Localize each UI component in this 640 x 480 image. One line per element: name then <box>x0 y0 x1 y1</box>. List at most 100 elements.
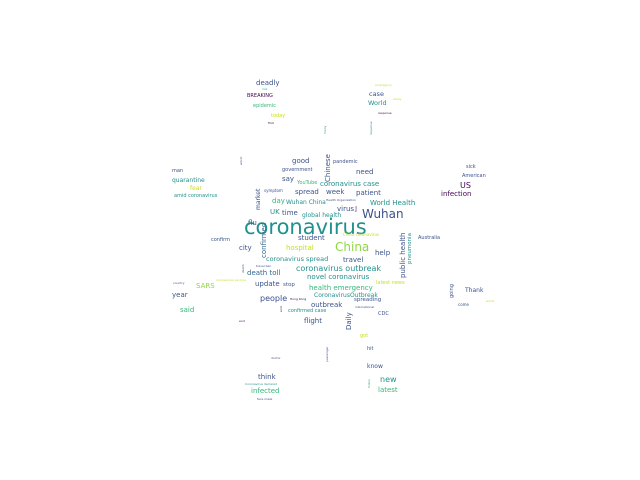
word-update: update <box>255 280 280 288</box>
word-doctor: doctor <box>271 356 281 360</box>
word-amid-coronavirus: amid coronavirus <box>174 193 218 199</box>
word-risk: risk <box>262 87 268 91</box>
word-health-organization: Health Organization <box>326 198 356 202</box>
word-man: man <box>172 168 184 174</box>
word-infection: infection <box>441 190 472 198</box>
word-time: time <box>282 209 298 217</box>
word-many: many <box>323 125 327 134</box>
word-got: got <box>360 333 369 339</box>
word-say: say <box>282 175 295 183</box>
word-end-v: end <box>279 306 283 312</box>
word-flight: flight <box>304 317 322 325</box>
word-travel-ban: travel ban <box>256 264 272 268</box>
word-world: World <box>368 99 387 107</box>
word-latest: latest <box>378 386 398 394</box>
word-youtube: YouTube <box>297 180 318 186</box>
word-need: need <box>356 168 374 176</box>
word-travel: travel <box>343 256 364 264</box>
word-good: good <box>292 157 310 165</box>
word-many-h: many <box>393 97 402 101</box>
word-going-v: going <box>449 284 455 298</box>
word-deadly: deadly <box>256 79 280 87</box>
word-coronavirus: coronavirus <box>244 215 367 239</box>
word-hospital: hospital <box>286 244 314 252</box>
word-said: said <box>180 306 195 314</box>
word-coronavirus-spread: coronavirus spread <box>266 255 329 263</box>
word-hong-kong: Hong Kong <box>290 297 307 301</box>
word-thank: Thank <box>465 287 484 294</box>
word-market: market <box>255 188 262 210</box>
word-world-health: World Health <box>370 199 416 207</box>
word-week: week <box>326 188 345 196</box>
word-government: government <box>282 167 313 173</box>
word-china: China <box>335 240 370 254</box>
word-daily: Daily <box>345 312 353 330</box>
word-city: city <box>239 244 252 252</box>
word-stop: stop <box>283 282 295 288</box>
word-death-v: death <box>241 264 245 273</box>
word-coronavirus-outbreak: coronavirus outbreak <box>296 264 382 273</box>
word-follow-v: follow <box>367 379 371 388</box>
word-international: international <box>355 305 375 309</box>
word-think: think <box>258 373 276 381</box>
word-wuhan: Wuhan <box>362 207 404 221</box>
word-day: day <box>272 197 285 205</box>
word-novel-coronavirus: novel coronavirus <box>307 273 370 281</box>
word-confirm: confirm <box>211 237 230 243</box>
word-worst: worst <box>239 156 243 165</box>
word-flu: flu <box>248 219 257 227</box>
word-american: American <box>462 173 486 179</box>
word-latest-news: latest news <box>376 280 405 286</box>
word-cdc: CDC <box>378 311 389 317</box>
word-spreading: spreading <box>354 297 382 303</box>
word-coronavirus-declared: Coronavirus declared <box>245 382 277 386</box>
word-confirmed-case: confirmed case <box>288 308 327 314</box>
word-global-health: global health <box>302 212 342 219</box>
word-today: today <box>271 113 286 119</box>
word-end: end <box>239 319 245 323</box>
word-virus: virus <box>337 205 355 213</box>
word-year: year <box>172 291 188 299</box>
word-chinese: Chinese <box>324 154 332 182</box>
word-epidemic: epidemic <box>253 103 276 109</box>
word-public-health: public health <box>399 232 407 278</box>
word-passenger: passenger <box>325 346 329 362</box>
word-face-mask: face mask <box>257 397 273 401</box>
word-symptom: symptom <box>264 188 283 193</box>
word-student: student <box>298 234 325 242</box>
word-coronavirusoutbreak: CoronavirusOutbreak <box>314 292 378 299</box>
word-quarantine: quarantine <box>172 177 205 184</box>
word-new: new <box>380 375 397 384</box>
word-health-official: response <box>369 121 373 135</box>
word-first-h: first <box>268 121 274 125</box>
word-pneumonia: pneumonia <box>407 233 413 264</box>
word-emergency: emergency <box>375 83 392 87</box>
word-china-coronavirus: China coronavirus <box>343 232 380 237</box>
word-coronavirus-case: coronavirus case <box>320 180 380 188</box>
word-worst-h: worst <box>486 299 495 303</box>
word-spread: spread <box>295 188 319 196</box>
word-people: people <box>260 294 288 303</box>
word-case: case <box>369 90 384 98</box>
word-uk: UK <box>270 208 280 216</box>
word-us: US <box>460 181 471 190</box>
word-infected: infected <box>251 387 280 395</box>
word-response: response <box>378 111 392 115</box>
word-outbreak: outbreak <box>311 301 343 309</box>
word-country: country <box>173 281 185 285</box>
word-australia: Australia <box>418 235 441 241</box>
word-sars: SARS <box>196 282 215 290</box>
word-health-emergency: health emergency <box>309 284 373 292</box>
word-fear: fear <box>190 185 202 192</box>
word-wuhan-china: Wuhan China <box>286 199 326 206</box>
word-coronavirus-vaccine: coronavirus vaccine <box>216 278 246 282</box>
word-help: help <box>375 249 391 257</box>
word-breaking: BREAKING <box>247 93 273 99</box>
word-sick: sick <box>466 164 476 170</box>
word-going: come <box>458 302 470 307</box>
word-pandemic: pandemic <box>333 159 358 165</box>
word-know: know <box>367 363 383 370</box>
word-patient: patient <box>356 189 381 197</box>
word-confirmed: confirmed <box>260 222 268 258</box>
